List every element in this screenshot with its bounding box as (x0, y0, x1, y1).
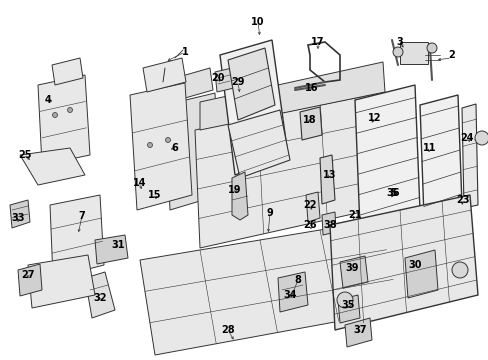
Circle shape (474, 131, 488, 145)
Text: 5: 5 (390, 188, 397, 198)
Polygon shape (20, 148, 85, 185)
Bar (399, 42, 427, 64)
Text: 26: 26 (303, 220, 316, 230)
Polygon shape (130, 83, 192, 210)
Circle shape (336, 292, 352, 308)
Polygon shape (305, 192, 319, 222)
Text: 1: 1 (181, 47, 188, 57)
Polygon shape (164, 93, 220, 210)
Circle shape (165, 138, 170, 143)
Polygon shape (329, 195, 477, 330)
Text: 35: 35 (341, 300, 354, 310)
Polygon shape (319, 155, 334, 204)
Polygon shape (175, 68, 213, 100)
Text: 15: 15 (148, 190, 162, 200)
Text: 30: 30 (407, 260, 421, 270)
Text: 25: 25 (18, 150, 32, 160)
Text: 17: 17 (311, 37, 324, 47)
Circle shape (147, 143, 152, 148)
Text: 37: 37 (352, 325, 366, 335)
Text: 23: 23 (455, 195, 469, 205)
Text: 10: 10 (251, 17, 264, 27)
Text: 31: 31 (111, 240, 124, 250)
Polygon shape (52, 58, 83, 85)
Circle shape (426, 43, 436, 53)
Polygon shape (227, 48, 274, 120)
Text: 34: 34 (283, 290, 296, 300)
Polygon shape (85, 272, 115, 318)
Polygon shape (354, 85, 419, 228)
Text: 2: 2 (447, 50, 454, 60)
Text: 21: 21 (347, 210, 361, 220)
Polygon shape (28, 255, 95, 308)
Text: 29: 29 (231, 77, 244, 87)
Polygon shape (278, 272, 307, 312)
Polygon shape (220, 40, 287, 175)
Text: 27: 27 (21, 270, 35, 280)
Polygon shape (140, 220, 399, 355)
Polygon shape (387, 182, 401, 208)
Text: 32: 32 (93, 293, 106, 303)
Text: 8: 8 (294, 275, 301, 285)
Polygon shape (299, 107, 321, 140)
Text: 3: 3 (396, 37, 403, 47)
Polygon shape (38, 75, 90, 165)
Text: 22: 22 (303, 200, 316, 210)
Polygon shape (215, 68, 234, 92)
Circle shape (52, 112, 58, 117)
Polygon shape (50, 195, 104, 278)
Circle shape (67, 108, 72, 112)
Polygon shape (231, 172, 247, 220)
Text: 18: 18 (303, 115, 316, 125)
Text: 9: 9 (266, 208, 273, 218)
Polygon shape (10, 200, 30, 228)
Polygon shape (195, 92, 392, 248)
Text: 24: 24 (459, 133, 473, 143)
Text: 36: 36 (386, 188, 399, 198)
Polygon shape (461, 104, 477, 208)
Polygon shape (321, 212, 335, 235)
Text: 12: 12 (367, 113, 381, 123)
Text: 20: 20 (211, 73, 224, 83)
Polygon shape (345, 318, 371, 347)
Polygon shape (200, 62, 384, 130)
Polygon shape (95, 235, 128, 264)
Circle shape (392, 47, 402, 57)
Polygon shape (337, 295, 359, 323)
Polygon shape (142, 58, 185, 92)
Polygon shape (419, 95, 461, 218)
Text: 19: 19 (228, 185, 241, 195)
Text: 6: 6 (171, 143, 178, 153)
Polygon shape (404, 250, 437, 298)
Text: 16: 16 (305, 83, 318, 93)
Text: 14: 14 (133, 178, 146, 188)
Text: 4: 4 (44, 95, 51, 105)
Text: 33: 33 (11, 213, 25, 223)
Text: 38: 38 (323, 220, 336, 230)
Text: 39: 39 (345, 263, 358, 273)
Polygon shape (18, 264, 42, 296)
Text: 13: 13 (323, 170, 336, 180)
Circle shape (451, 262, 467, 278)
Text: 11: 11 (423, 143, 436, 153)
Polygon shape (339, 256, 367, 288)
Polygon shape (367, 188, 386, 209)
Text: 28: 28 (221, 325, 234, 335)
Text: 7: 7 (79, 211, 85, 221)
Polygon shape (227, 110, 289, 178)
